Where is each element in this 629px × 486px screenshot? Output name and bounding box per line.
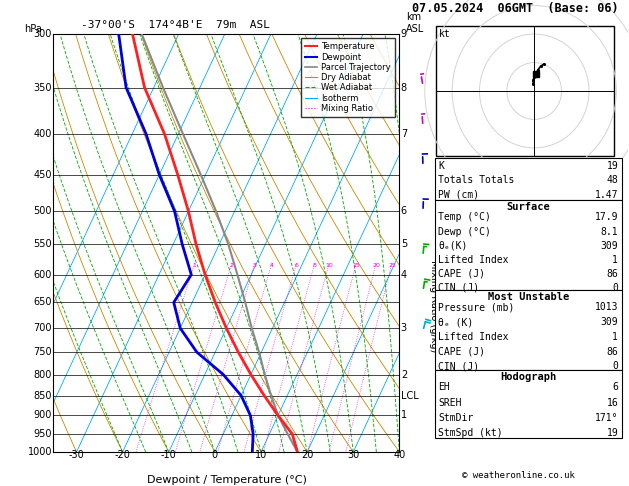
Text: 40: 40 (393, 450, 406, 460)
Text: 750: 750 (33, 347, 52, 357)
Text: 550: 550 (33, 240, 52, 249)
Text: 900: 900 (34, 410, 52, 420)
Bar (435, 370, 622, 438)
Text: Most Unstable: Most Unstable (487, 292, 569, 302)
Text: 800: 800 (34, 369, 52, 380)
Text: 48: 48 (606, 175, 618, 185)
Text: 8: 8 (313, 263, 317, 268)
Text: 1000: 1000 (28, 447, 52, 457)
Text: CAPE (J): CAPE (J) (438, 269, 486, 279)
Text: 8: 8 (401, 83, 407, 92)
Text: PW (cm): PW (cm) (438, 190, 479, 200)
Text: 1: 1 (612, 332, 618, 342)
Text: Pressure (mb): Pressure (mb) (438, 302, 515, 312)
Text: 0: 0 (612, 361, 618, 371)
Text: StmDir: StmDir (438, 413, 474, 422)
Text: K: K (438, 161, 444, 171)
Text: 1: 1 (193, 263, 197, 268)
Text: 7: 7 (401, 129, 407, 139)
Text: 171°: 171° (594, 413, 618, 422)
Text: 86: 86 (606, 347, 618, 357)
Bar (435, 200, 622, 290)
Text: Totals Totals: Totals Totals (438, 175, 515, 185)
Text: -30: -30 (69, 450, 84, 460)
Text: θₑ(K): θₑ(K) (438, 241, 468, 251)
Text: 1: 1 (612, 255, 618, 265)
Text: 5: 5 (401, 240, 407, 249)
Text: 6: 6 (401, 207, 407, 216)
Text: 19: 19 (606, 428, 618, 437)
Text: 350: 350 (33, 83, 52, 92)
Bar (435, 158, 622, 200)
Text: 3: 3 (401, 323, 407, 333)
Text: 6: 6 (612, 382, 618, 393)
Text: 2: 2 (401, 369, 407, 380)
Text: LCL: LCL (401, 391, 418, 400)
Text: SREH: SREH (438, 398, 462, 407)
Text: 500: 500 (33, 207, 52, 216)
Text: -10: -10 (161, 450, 177, 460)
Text: 450: 450 (33, 170, 52, 180)
Text: StmSpd (kt): StmSpd (kt) (438, 428, 503, 437)
Text: Lifted Index: Lifted Index (438, 255, 509, 265)
Text: Lifted Index: Lifted Index (438, 332, 509, 342)
Text: 600: 600 (34, 270, 52, 279)
Text: © weatheronline.co.uk: © weatheronline.co.uk (462, 471, 574, 480)
Text: 17.9: 17.9 (594, 212, 618, 223)
Text: 6: 6 (295, 263, 299, 268)
Text: 20: 20 (301, 450, 313, 460)
Text: 4: 4 (401, 270, 407, 279)
Legend: Temperature, Dewpoint, Parcel Trajectory, Dry Adiabat, Wet Adiabat, Isotherm, Mi: Temperature, Dewpoint, Parcel Trajectory… (301, 38, 395, 117)
Text: 400: 400 (34, 129, 52, 139)
Text: Mixing Ratio (g/kg): Mixing Ratio (g/kg) (429, 260, 439, 352)
Text: km
ASL: km ASL (406, 13, 425, 34)
Text: 20: 20 (372, 263, 380, 268)
Text: -37°00'S  174°4B'E  79m  ASL: -37°00'S 174°4B'E 79m ASL (81, 20, 270, 30)
Text: 700: 700 (33, 323, 52, 333)
Text: 8.1: 8.1 (601, 226, 618, 237)
Text: Surface: Surface (506, 202, 550, 212)
Text: 1013: 1013 (594, 302, 618, 312)
Bar (435, 290, 622, 370)
Bar (437, 26, 615, 156)
Text: 10: 10 (325, 263, 333, 268)
Text: kt: kt (439, 29, 451, 39)
Text: 309: 309 (601, 317, 618, 327)
Text: 2: 2 (230, 263, 234, 268)
Text: 850: 850 (33, 391, 52, 400)
Text: 16: 16 (606, 398, 618, 407)
Text: Hodograph: Hodograph (500, 372, 557, 382)
Text: 9: 9 (401, 29, 407, 39)
Text: 4: 4 (270, 263, 274, 268)
Text: 07.05.2024  06GMT  (Base: 06): 07.05.2024 06GMT (Base: 06) (413, 2, 619, 15)
Text: Dewpoint / Temperature (°C): Dewpoint / Temperature (°C) (147, 475, 306, 485)
Text: 300: 300 (34, 29, 52, 39)
Text: 19: 19 (606, 161, 618, 171)
Text: θₑ (K): θₑ (K) (438, 317, 474, 327)
Text: 30: 30 (347, 450, 359, 460)
Text: 1.47: 1.47 (594, 190, 618, 200)
Text: Temp (°C): Temp (°C) (438, 212, 491, 223)
Text: 950: 950 (33, 429, 52, 439)
Text: EH: EH (438, 382, 450, 393)
Text: -20: -20 (114, 450, 131, 460)
Text: 86: 86 (606, 269, 618, 279)
Text: CAPE (J): CAPE (J) (438, 347, 486, 357)
Text: 0: 0 (612, 283, 618, 293)
Text: CIN (J): CIN (J) (438, 361, 479, 371)
Text: 309: 309 (601, 241, 618, 251)
Text: 3: 3 (253, 263, 257, 268)
Text: 15: 15 (352, 263, 360, 268)
Text: Dewp (°C): Dewp (°C) (438, 226, 491, 237)
Text: 25: 25 (388, 263, 396, 268)
Text: CIN (J): CIN (J) (438, 283, 479, 293)
Text: 0: 0 (212, 450, 218, 460)
Text: 1: 1 (401, 410, 407, 420)
Text: hPa: hPa (24, 24, 42, 34)
Text: 10: 10 (255, 450, 267, 460)
Text: 650: 650 (33, 297, 52, 308)
